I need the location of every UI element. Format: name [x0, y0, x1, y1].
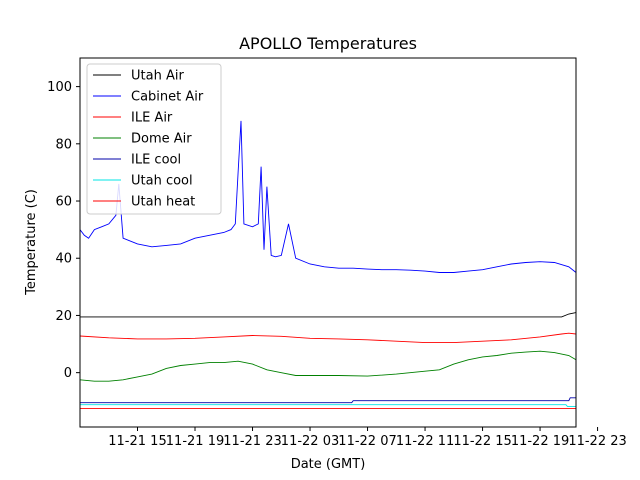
x-tick-label-8: 11-22 23: [568, 434, 626, 449]
y-tick-label-4: 80: [55, 137, 72, 152]
legend-label-5: Utah cool: [131, 174, 193, 189]
series-line-5: [80, 404, 576, 407]
x-axis-label: Date (GMT): [291, 457, 366, 472]
legend-label-4: ILE cool: [131, 153, 181, 168]
x-tick-label-5: 11-22 11: [396, 434, 454, 449]
series-line-1: [80, 120, 576, 273]
legend-label-2: ILE Air: [131, 111, 173, 126]
series-line-0: [80, 312, 576, 318]
chart-title: APOLLO Temperatures: [239, 34, 417, 53]
legend-label-1: Cabinet Air: [131, 90, 204, 105]
y-axis-label: Temperature (C): [24, 189, 39, 296]
y-tick-label-3: 60: [55, 195, 72, 210]
series-line-3: [80, 350, 576, 382]
y-tick-label-0: 0: [64, 366, 72, 381]
x-tick-label-2: 11-21 23: [223, 434, 281, 449]
legend-label-0: Utah Air: [131, 69, 184, 84]
legend-label-6: Utah heat: [131, 195, 195, 210]
x-tick-label-3: 11-22 03: [281, 434, 339, 449]
x-tick-label-7: 11-22 19: [511, 434, 569, 449]
y-tick-label-2: 40: [55, 252, 72, 267]
y-tick-label-1: 20: [55, 309, 72, 324]
series-line-2: [80, 332, 576, 344]
legend-box: [86, 63, 222, 215]
x-tick-label-1: 11-21 19: [166, 434, 224, 449]
plot-frame: [79, 57, 577, 428]
x-axis: 11-21 15 11-21 19 11-21 23 11-22 03 11-22 07…: [108, 427, 627, 449]
series-layer: [80, 120, 576, 409]
x-tick-label-0: 11-21 15: [108, 434, 166, 449]
legend-label-3: Dome Air: [131, 132, 192, 147]
y-axis: 0 20 40 60 80 100: [47, 80, 80, 381]
x-tick-label-4: 11-22 07: [338, 434, 396, 449]
legend: Utah Air Cabinet Air ILE Air Dome Air ILE co…: [86, 63, 222, 215]
x-tick-label-6: 11-22 15: [453, 434, 511, 449]
series-line-4: [80, 397, 576, 404]
y-tick-label-5: 100: [47, 80, 72, 95]
